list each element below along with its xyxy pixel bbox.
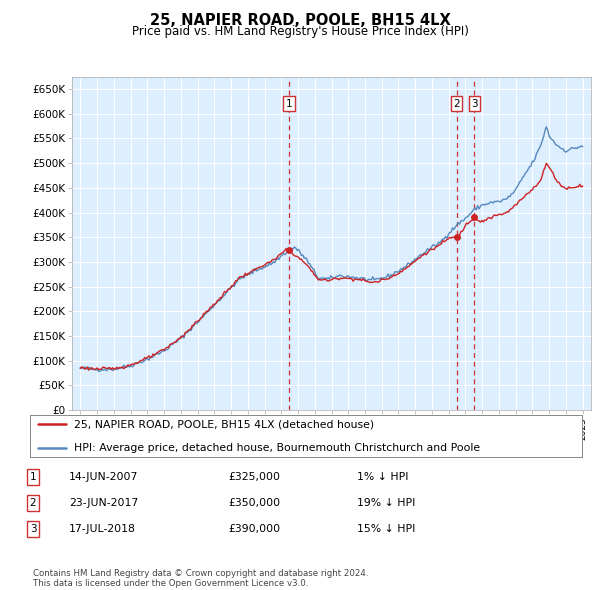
Text: Contains HM Land Registry data © Crown copyright and database right 2024.
This d: Contains HM Land Registry data © Crown c… [33,569,368,588]
Text: £390,000: £390,000 [228,524,280,533]
Text: £325,000: £325,000 [228,472,280,481]
Text: 14-JUN-2007: 14-JUN-2007 [69,472,139,481]
Text: HPI: Average price, detached house, Bournemouth Christchurch and Poole: HPI: Average price, detached house, Bour… [74,443,480,453]
Text: 1% ↓ HPI: 1% ↓ HPI [357,472,409,481]
Text: 25, NAPIER ROAD, POOLE, BH15 4LX (detached house): 25, NAPIER ROAD, POOLE, BH15 4LX (detach… [74,419,374,429]
Text: Price paid vs. HM Land Registry's House Price Index (HPI): Price paid vs. HM Land Registry's House … [131,25,469,38]
Text: 25, NAPIER ROAD, POOLE, BH15 4LX: 25, NAPIER ROAD, POOLE, BH15 4LX [149,13,451,28]
Text: 15% ↓ HPI: 15% ↓ HPI [357,524,415,533]
Text: £350,000: £350,000 [228,498,280,507]
Text: 2: 2 [29,498,37,507]
Text: 1: 1 [286,99,292,109]
Text: 3: 3 [471,99,478,109]
Text: 1: 1 [29,472,37,481]
Text: 2: 2 [453,99,460,109]
Text: 17-JUL-2018: 17-JUL-2018 [69,524,136,533]
Text: 19% ↓ HPI: 19% ↓ HPI [357,498,415,507]
Text: 3: 3 [29,524,37,533]
Text: 23-JUN-2017: 23-JUN-2017 [69,498,138,507]
